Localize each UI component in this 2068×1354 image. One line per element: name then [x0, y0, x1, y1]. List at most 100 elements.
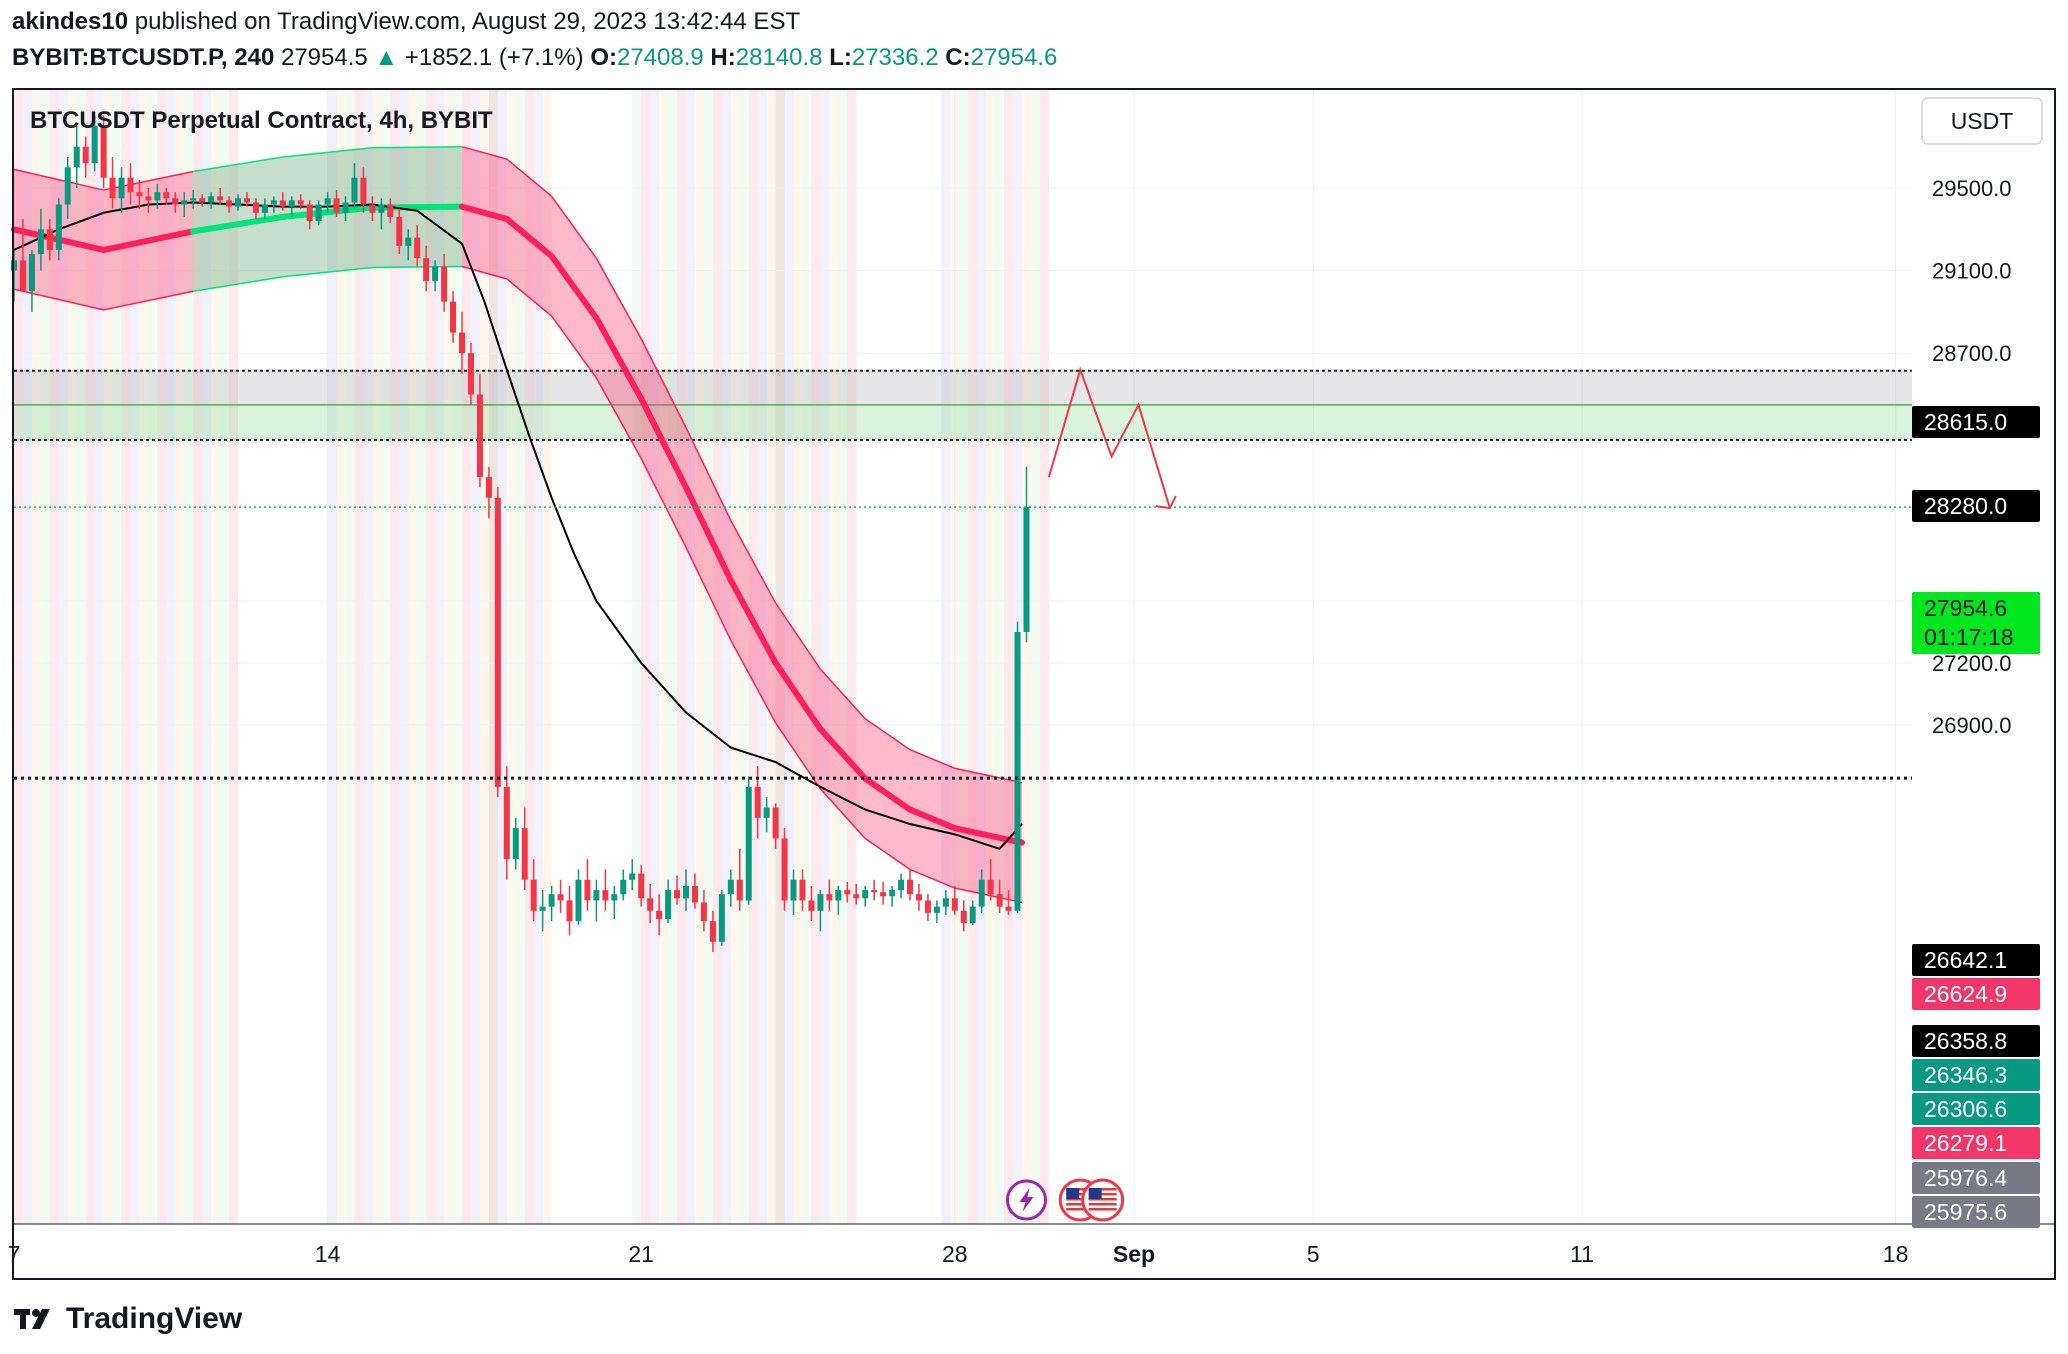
candle-body[interactable] [709, 921, 716, 942]
candle-body[interactable] [154, 192, 161, 201]
candle-body[interactable] [208, 196, 215, 203]
candle-body[interactable] [566, 900, 573, 922]
candle-body[interactable] [629, 873, 636, 880]
candle-body[interactable] [907, 879, 913, 895]
candle-body[interactable] [163, 192, 170, 199]
candle-body[interactable] [853, 894, 860, 899]
candle-body[interactable] [333, 198, 340, 213]
candle-body[interactable] [369, 204, 376, 213]
candle-body[interactable] [817, 894, 824, 911]
candle-body[interactable] [951, 898, 958, 911]
candle-body[interactable] [790, 879, 797, 901]
candle-body[interactable] [826, 894, 833, 901]
candle-body[interactable] [871, 890, 878, 893]
candle-body[interactable] [924, 900, 931, 913]
candle-body[interactable] [306, 204, 313, 222]
candle-body[interactable] [691, 885, 698, 903]
candle-body[interactable] [844, 890, 851, 895]
candle-body[interactable] [485, 477, 492, 498]
candle-body[interactable] [700, 902, 707, 922]
candle-body[interactable] [754, 786, 761, 818]
candle-body[interactable] [602, 890, 609, 901]
candle-body[interactable] [611, 894, 618, 901]
candle-body[interactable] [118, 177, 125, 199]
candle-body[interactable] [969, 906, 976, 924]
candle-body[interactable] [28, 254, 35, 292]
candle-body[interactable] [521, 828, 528, 880]
candle-body[interactable] [763, 807, 770, 818]
candle-body[interactable] [745, 786, 752, 901]
candle-body[interactable] [960, 910, 967, 924]
candle-body[interactable] [656, 910, 663, 920]
candle-body[interactable] [781, 838, 788, 901]
candle-body[interactable] [414, 237, 421, 259]
candle-body[interactable] [252, 202, 259, 213]
candle-body[interactable] [342, 202, 349, 213]
candle-body[interactable] [297, 200, 304, 205]
candle-body[interactable] [378, 204, 385, 213]
candle-body[interactable] [880, 892, 887, 897]
candle-body[interactable] [1005, 906, 1012, 911]
candle-body[interactable] [145, 196, 152, 201]
candle-body[interactable] [683, 885, 689, 899]
candle-body[interactable] [288, 200, 295, 207]
candle-body[interactable] [73, 146, 80, 168]
candle-body[interactable] [64, 167, 71, 205]
candle-body[interactable] [978, 879, 985, 907]
candle-body[interactable] [55, 204, 62, 250]
candle-body[interactable] [190, 198, 197, 201]
candle-body[interactable] [82, 146, 89, 164]
candle-body[interactable] [432, 266, 439, 281]
candle-body[interactable] [181, 200, 188, 205]
candle-body[interactable] [889, 890, 896, 897]
candle-body[interactable] [799, 879, 806, 901]
candle-body[interactable] [396, 216, 403, 246]
candle-body[interactable] [217, 196, 224, 201]
candle-body[interactable] [476, 394, 483, 478]
candle-body[interactable] [665, 890, 672, 920]
candle-body[interactable] [11, 260, 17, 271]
candle-body[interactable] [584, 879, 591, 901]
candle-body[interactable] [996, 894, 1003, 907]
candle-body[interactable] [91, 126, 98, 164]
candle-body[interactable] [450, 301, 457, 333]
candle-body[interactable] [37, 229, 44, 255]
candle-body[interactable] [620, 879, 627, 895]
candle-body[interactable] [987, 879, 994, 895]
candle-body[interactable] [441, 266, 448, 302]
candle-body[interactable] [423, 258, 430, 281]
candle-body[interactable] [674, 890, 681, 899]
candle-body[interactable] [360, 177, 367, 205]
candle-body[interactable] [243, 198, 250, 203]
candle-body[interactable] [405, 237, 412, 246]
candle-body[interactable] [235, 198, 241, 207]
currency-button[interactable] [1921, 97, 2043, 145]
candle-body[interactable] [638, 873, 645, 899]
candle-body[interactable] [736, 879, 743, 901]
candle-body[interactable] [136, 192, 143, 197]
candle-body[interactable] [127, 177, 134, 193]
candle-body[interactable] [503, 786, 510, 860]
candle-body[interactable] [315, 204, 322, 222]
candle-body[interactable] [387, 204, 394, 217]
candle-body[interactable] [942, 898, 949, 907]
candle-body[interactable] [467, 353, 474, 395]
candle-body[interactable] [46, 229, 53, 250]
candle-body[interactable] [172, 198, 179, 205]
author-name[interactable]: akindes10 [12, 8, 129, 35]
candle-body[interactable] [1014, 631, 1021, 911]
candle-body[interactable] [1023, 507, 1030, 632]
candle-body[interactable] [575, 879, 582, 922]
candle-body[interactable] [199, 198, 206, 203]
candle-body[interactable] [808, 900, 815, 911]
candle-body[interactable] [539, 906, 546, 911]
candle-body[interactable] [459, 332, 465, 354]
candle-body[interactable] [512, 828, 519, 860]
candle-body[interactable] [270, 200, 277, 205]
candle-body[interactable] [494, 497, 501, 787]
candle-body[interactable] [279, 200, 286, 207]
forecast-line[interactable] [1047, 366, 1171, 509]
candle-body[interactable] [351, 177, 358, 203]
candle-body[interactable] [898, 879, 905, 891]
candle-body[interactable] [261, 204, 268, 213]
